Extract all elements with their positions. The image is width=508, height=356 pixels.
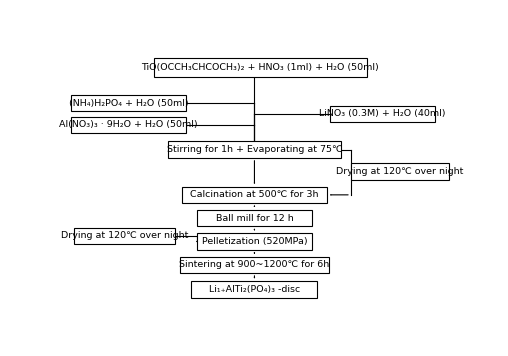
Text: Ball mill for 12 h: Ball mill for 12 h [215,214,293,222]
Text: TiO(OCCH₃CHCOCH₃)₂ + HNO₃ (1ml) + H₂O (50ml): TiO(OCCH₃CHCOCH₃)₂ + HNO₃ (1ml) + H₂O (5… [141,63,379,72]
FancyBboxPatch shape [351,163,449,180]
FancyBboxPatch shape [71,95,185,111]
Text: Li₁₊AlTi₂(PO₄)₃ -disc: Li₁₊AlTi₂(PO₄)₃ -disc [209,285,300,294]
FancyBboxPatch shape [192,281,318,298]
FancyBboxPatch shape [154,58,367,77]
Text: Stirring for 1h + Evaporating at 75℃: Stirring for 1h + Evaporating at 75℃ [167,145,342,154]
FancyBboxPatch shape [74,228,175,244]
Text: (NH₄)H₂PO₄ + H₂O (50ml): (NH₄)H₂PO₄ + H₂O (50ml) [69,99,188,108]
Text: Calcination at 500℃ for 3h: Calcination at 500℃ for 3h [190,190,319,199]
Text: Drying at 120℃ over night: Drying at 120℃ over night [336,167,464,176]
Text: Sintering at 900~1200℃ for 6h: Sintering at 900~1200℃ for 6h [179,260,330,269]
FancyBboxPatch shape [180,257,329,273]
FancyBboxPatch shape [71,117,185,133]
FancyBboxPatch shape [330,106,434,122]
Text: Al(NO₃)₃ · 9H₂O + H₂O (50ml): Al(NO₃)₃ · 9H₂O + H₂O (50ml) [59,120,198,130]
Text: LiNO₃ (0.3M) + H₂O (40ml): LiNO₃ (0.3M) + H₂O (40ml) [319,110,446,119]
Text: Pelletization (520MPa): Pelletization (520MPa) [202,237,307,246]
FancyBboxPatch shape [197,233,311,250]
Text: Drying at 120℃ over night: Drying at 120℃ over night [61,231,188,240]
FancyBboxPatch shape [197,210,311,226]
FancyBboxPatch shape [168,141,341,158]
FancyBboxPatch shape [182,187,327,203]
